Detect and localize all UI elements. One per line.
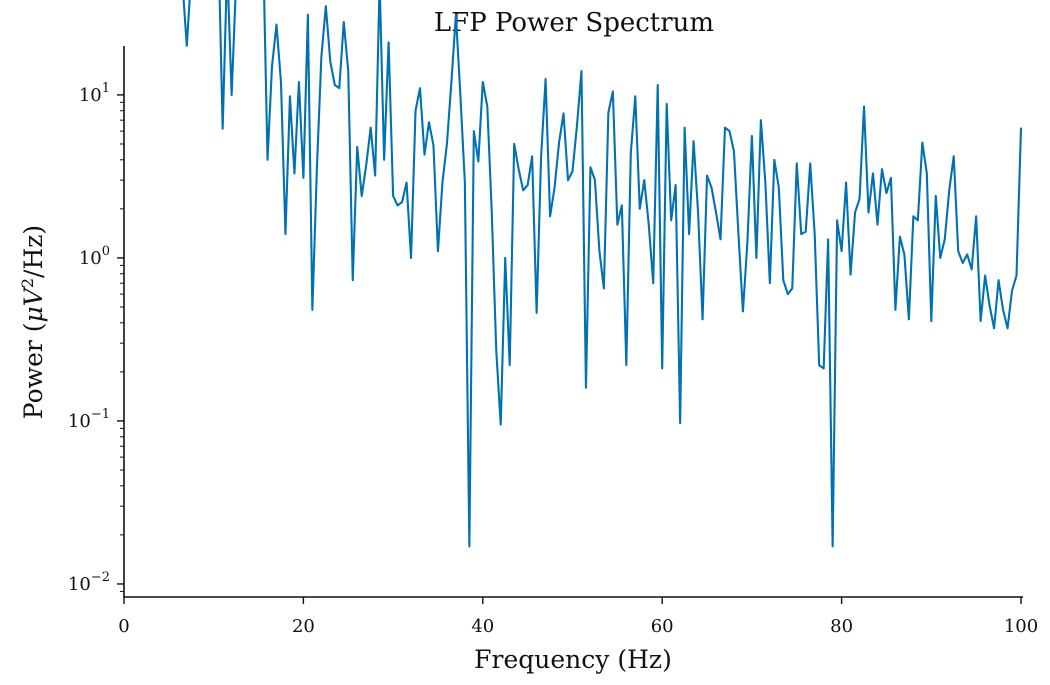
y-tick-label: 10−1 [68,407,110,432]
y-axis-label-unit: μV [19,285,48,322]
x-tick-label: 20 [292,616,315,637]
x-tick-label: 60 [651,616,674,637]
y-axis-ticks: 10−210−1100101102103104 [68,81,124,595]
x-axis-label: Frequency (Hz) [474,645,672,674]
y-axis-label: Power (μV2/Hz) [18,225,49,419]
y-axis-label-suffix: /Hz) [19,225,48,278]
x-tick-label: 40 [471,616,494,637]
x-tick-label: 80 [830,616,853,637]
y-tick-label: 10−2 [68,570,110,595]
y-tick-label: 100 [79,244,110,269]
x-tick-label: 100 [1004,616,1038,637]
x-tick-label: 0 [118,616,129,637]
chart-title: LFP Power Spectrum [434,8,714,38]
psd-series-line [182,0,1023,548]
y-tick-label: 101 [79,81,110,106]
x-axis-ticks: 0 20 40 60 80 100 [118,597,1038,637]
y-axis-label-prefix: Power ( [19,322,48,419]
y-axis-label-exponent: 2 [18,278,37,288]
